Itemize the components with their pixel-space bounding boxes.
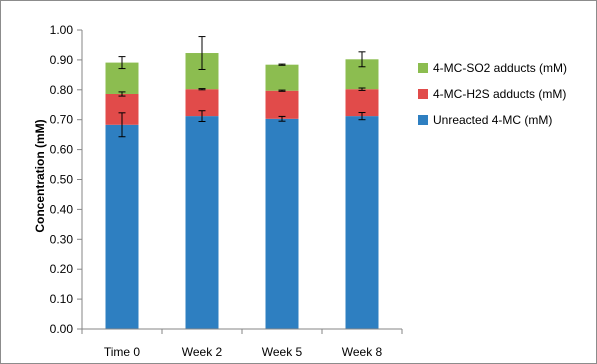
axes-layer — [77, 29, 403, 334]
legend: 4-MC-SO2 adducts (mM) 4-MC-H2S adducts (m… — [418, 61, 567, 127]
error-bar-1-1 — [118, 112, 126, 138]
x-tick-label: Week 8 — [342, 345, 383, 359]
y-tick-label: 0.70 — [50, 113, 74, 127]
y-tick-label: 0.90 — [50, 53, 74, 67]
error-bars-layer — [118, 36, 366, 138]
error-bar-2-4 — [358, 87, 366, 91]
error-bar-3-4 — [358, 51, 366, 68]
legend-swatch — [418, 63, 428, 73]
bar-1-2 — [185, 116, 219, 329]
x-tick-label: Time 0 — [104, 345, 141, 359]
error-bar-2-3 — [278, 89, 286, 92]
y-tick-label: 0.00 — [50, 322, 74, 336]
bar-2-4 — [345, 89, 379, 117]
bar-3-3 — [265, 64, 299, 91]
error-bar-3-1 — [118, 56, 126, 70]
x-tick-label: Week 2 — [182, 345, 223, 359]
bar-1-4 — [345, 116, 379, 329]
y-tick-label: 0.30 — [50, 232, 74, 246]
legend-swatch — [418, 89, 428, 99]
legend-item: Unreacted 4-MC (mM) — [418, 113, 552, 127]
bar-2-3 — [265, 90, 299, 119]
error-bar-1-4 — [358, 112, 366, 121]
legend-label: 4-MC-SO2 adducts (mM) — [433, 61, 567, 75]
tick-labels-layer: Time 0 Week 2 Week 5 Week 8 0.00 0.10 0.20 0.30… — [50, 23, 383, 359]
y-tick-label: 0.10 — [50, 292, 74, 306]
x-tick-label: Week 5 — [262, 345, 303, 359]
y-axis-title: Concentration (mM) — [33, 119, 47, 232]
bar-1-3 — [265, 118, 299, 329]
error-bar-2-1 — [118, 91, 126, 97]
y-tick-label: 0.40 — [50, 202, 74, 216]
y-tick-label: 1.00 — [50, 23, 74, 37]
legend-label: 4-MC-H2S adducts (mM) — [433, 87, 566, 101]
legend-item: 4-MC-H2S adducts (mM) — [418, 87, 566, 101]
error-bar-3-2 — [198, 36, 206, 70]
bars-layer — [105, 53, 379, 330]
legend-swatch — [418, 115, 428, 125]
bar-1-1 — [105, 124, 139, 330]
error-bar-1-3 — [278, 115, 286, 122]
y-tick-label: 0.20 — [50, 262, 74, 276]
error-bar-3-3 — [278, 63, 286, 66]
y-tick-label: 0.80 — [50, 83, 74, 97]
y-tick-label: 0.50 — [50, 173, 74, 187]
error-bar-1-2 — [198, 110, 206, 122]
error-bar-2-2 — [198, 88, 206, 91]
y-tick-label: 0.60 — [50, 143, 74, 157]
legend-label: Unreacted 4-MC (mM) — [433, 113, 552, 127]
legend-item: 4-MC-SO2 adducts (mM) — [418, 61, 567, 75]
